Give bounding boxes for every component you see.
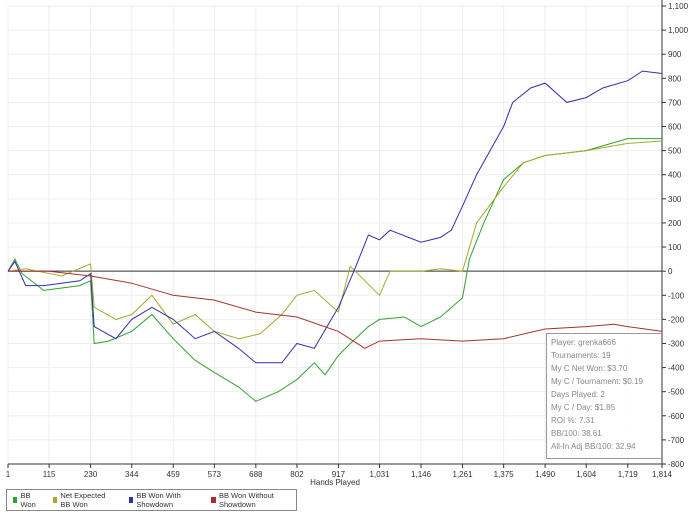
y-tick-label: 1,000 [668, 26, 689, 35]
y-tick-label: 600 [668, 123, 682, 132]
x-tick-label: 1,814 [652, 470, 673, 479]
stat-line: Days Played: 2 [551, 390, 605, 399]
y-tick-label: 0 [668, 267, 673, 276]
legend-swatch [13, 497, 18, 503]
x-axis-label: Hands Played [310, 478, 360, 487]
y-tick-label: 500 [668, 147, 682, 156]
y-tick-label: -500 [668, 388, 685, 397]
stat-line: BB/100: 38.61 [551, 429, 602, 438]
x-tick-label: 1,490 [535, 470, 556, 479]
legend-label: BB Won Without Showdown [218, 491, 274, 509]
y-tick-label: 700 [668, 98, 682, 107]
stat-line: My C Net Won: $3.70 [551, 364, 628, 373]
y-tick-label: -300 [668, 339, 685, 348]
y-tick-label: -700 [668, 436, 685, 445]
stat-line: Tournaments: 19 [551, 351, 611, 360]
legend-item: BB Won With Showdown [128, 491, 200, 509]
y-tick-label: -100 [668, 291, 685, 300]
y-tick-label: 900 [668, 50, 682, 59]
legend-label: BB Won With Showdown [136, 491, 181, 509]
stat-line: Player: grenka666 [551, 338, 616, 347]
stat-line: My C / Day: $1.85 [551, 403, 616, 412]
y-tick-label: 200 [668, 219, 682, 228]
stat-line: ROI %: 7.31 [551, 416, 595, 425]
x-tick-label: 1,261 [453, 470, 474, 479]
x-tick-label: 1,719 [618, 470, 639, 479]
series-line-2 [7, 70, 663, 364]
x-tick-label: 1,604 [576, 470, 597, 479]
legend: BB Won Net Expected BB Won BB Won With Sho… [6, 489, 297, 511]
x-tick-label: 1 [6, 470, 11, 479]
x-tick-label: 230 [84, 470, 98, 479]
y-tick-label: 400 [668, 171, 682, 180]
legend-swatch [128, 497, 134, 503]
x-tick-label: 1,375 [494, 470, 515, 479]
y-tick-label: -800 [668, 460, 685, 469]
player-stats-box: Player: grenka666 Tournaments: 19 My C Net… [546, 333, 662, 459]
y-tick-label: -200 [668, 315, 685, 324]
stat-line: My C / Tournament: $0.19 [551, 377, 643, 386]
series-line-3 [8, 270, 663, 349]
x-tick-label: 573 [208, 470, 222, 479]
y-tick-label: 300 [668, 195, 682, 204]
series-line-0 [7, 138, 662, 402]
x-tick-label: 1,031 [370, 470, 391, 479]
x-tick-label: 459 [167, 470, 181, 479]
legend-item: Net Expected BB Won [52, 491, 117, 509]
x-tick-label: 917 [332, 470, 346, 479]
y-tick-label: 800 [668, 74, 682, 83]
legend-item: BB Won [13, 491, 41, 509]
legend-label: Net Expected BB Won [60, 491, 106, 509]
y-tick-label: -400 [668, 364, 685, 373]
legend-label: BB Won [20, 491, 36, 509]
y-tick-label: 1,100 [668, 2, 689, 11]
legend-swatch [52, 497, 58, 503]
x-tick-label: 1,146 [411, 470, 432, 479]
legend-swatch [211, 497, 216, 503]
x-tick-label: 115 [43, 470, 56, 479]
legend-item: BB Won Without Showdown [211, 491, 290, 509]
y-tick-label: -600 [668, 412, 685, 421]
x-tick-label: 688 [249, 470, 263, 479]
stat-line: All-In Adj BB/100: 32.94 [551, 442, 636, 451]
x-tick-label: 802 [290, 470, 304, 479]
y-tick-label: 100 [668, 243, 682, 252]
x-tick-label: 344 [125, 470, 139, 479]
series-line-1 [7, 140, 663, 340]
